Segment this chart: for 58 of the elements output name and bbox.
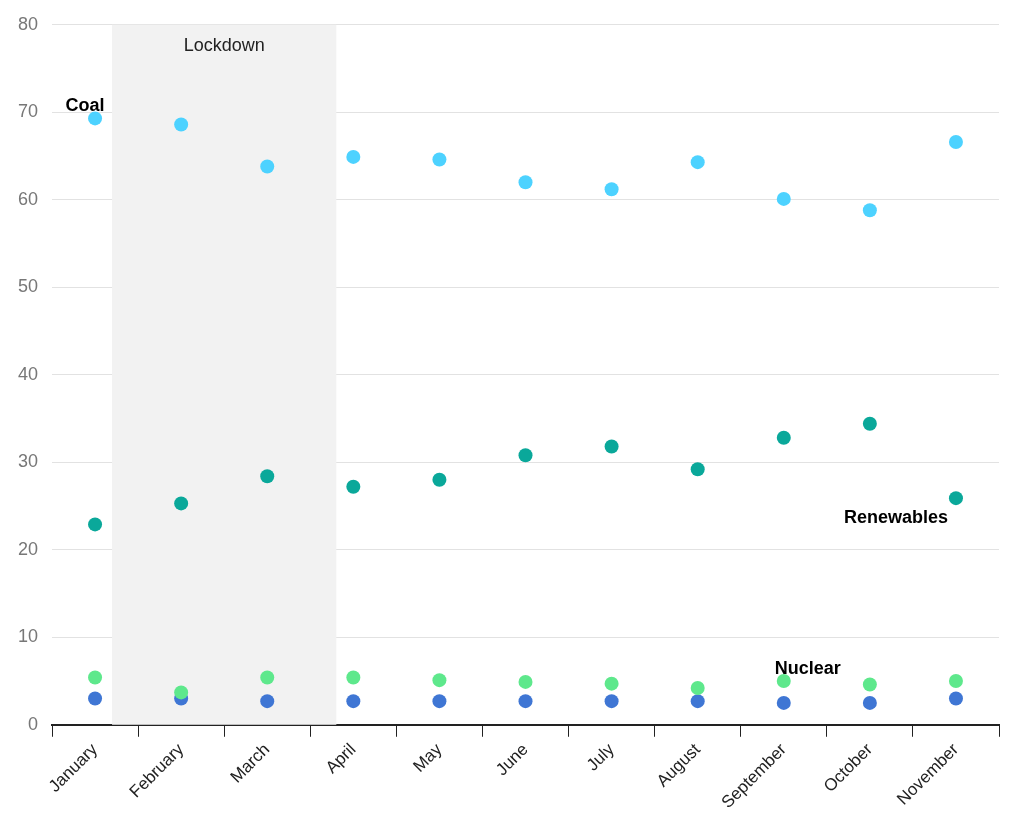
- series-label: Renewables: [843, 507, 948, 528]
- point: [88, 517, 103, 532]
- point: [690, 681, 705, 696]
- point: [690, 694, 705, 709]
- point: [346, 149, 361, 164]
- point: [88, 111, 103, 126]
- y-tick-label: 10: [17, 626, 39, 647]
- point: [174, 496, 189, 511]
- point: [260, 469, 275, 484]
- y-tick-label: 80: [17, 13, 39, 34]
- x-tick-label: July: [582, 739, 619, 775]
- point: [948, 491, 963, 506]
- point: [346, 694, 361, 709]
- point: [948, 691, 963, 706]
- point: [432, 152, 447, 167]
- point: [260, 694, 275, 709]
- point: [604, 182, 619, 197]
- y-tick-label: 70: [17, 101, 39, 122]
- point: [88, 670, 103, 685]
- point: [862, 416, 877, 431]
- y-tick-label: 20: [17, 538, 39, 559]
- point: [518, 448, 533, 463]
- y-tick-label: 50: [17, 276, 39, 297]
- point: [604, 676, 619, 691]
- point: [260, 159, 275, 174]
- point: [518, 694, 533, 709]
- point: [88, 691, 103, 706]
- point: [174, 685, 189, 700]
- point: [948, 674, 963, 689]
- y-tick-label: 40: [17, 363, 39, 384]
- point: [862, 203, 877, 218]
- point: [432, 694, 447, 709]
- band-label: Lockdown: [183, 34, 265, 55]
- point: [174, 117, 189, 132]
- point: [432, 472, 447, 487]
- point: [260, 670, 275, 685]
- point: [518, 175, 533, 190]
- point: [346, 670, 361, 685]
- series-label: Nuclear: [774, 657, 841, 678]
- series-label: Coal: [65, 95, 105, 116]
- point: [776, 430, 791, 445]
- y-tick-label: 30: [17, 451, 39, 472]
- point: [346, 479, 361, 494]
- y-tick-label: 0: [28, 713, 39, 734]
- point: [690, 155, 705, 170]
- point: [776, 674, 791, 689]
- point: [776, 695, 791, 710]
- point: [776, 191, 791, 206]
- point: [604, 439, 619, 454]
- point: [432, 673, 447, 688]
- point: [862, 695, 877, 710]
- y-tick-label: 60: [17, 188, 39, 209]
- point: [948, 135, 963, 150]
- point: [862, 677, 877, 692]
- point: [518, 674, 533, 689]
- x-tick-label: May: [409, 739, 446, 776]
- point: [604, 694, 619, 709]
- point: [690, 462, 705, 477]
